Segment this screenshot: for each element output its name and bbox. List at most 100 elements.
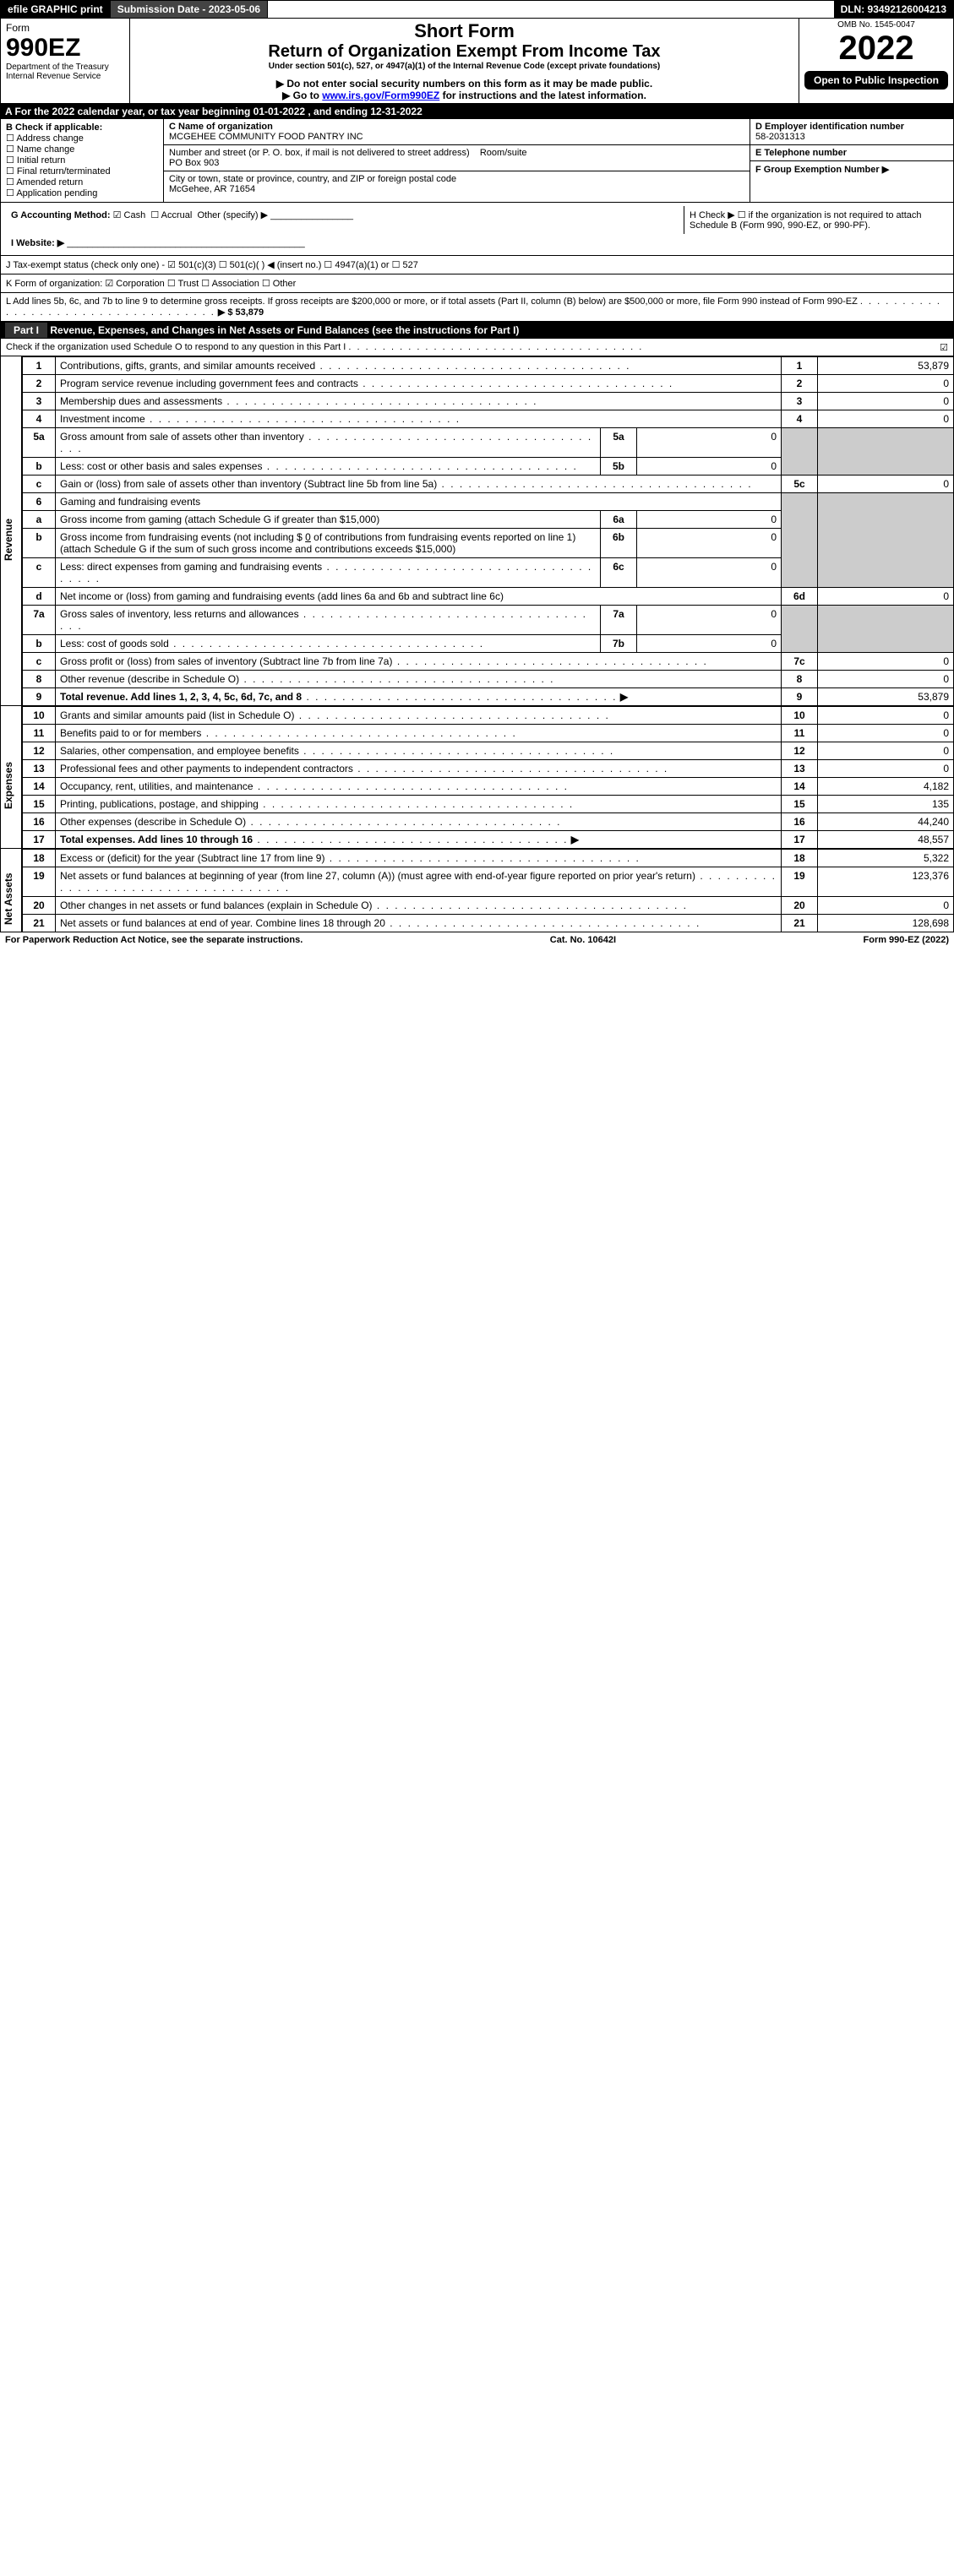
line-21: 21Net assets or fund balances at end of …: [23, 915, 954, 932]
footer-center: Cat. No. 10642I: [550, 935, 616, 945]
dept-treasury: Department of the Treasury: [6, 62, 124, 72]
f-label: F Group Exemption Number ▶: [755, 165, 889, 175]
line-14: 14Occupancy, rent, utilities, and mainte…: [23, 778, 954, 796]
line-19: 19Net assets or fund balances at beginni…: [23, 867, 954, 897]
page-footer: For Paperwork Reduction Act Notice, see …: [0, 932, 954, 948]
g-label: G Accounting Method:: [11, 210, 111, 220]
return-title: Return of Organization Exempt From Incom…: [135, 42, 793, 62]
expenses-table: 10Grants and similar amounts paid (list …: [22, 706, 954, 849]
line-7c: c Gross profit or (loss) from sales of i…: [23, 653, 954, 671]
main-info: B Check if applicable: Address change Na…: [0, 119, 954, 203]
i-website-row: I Website: ▶ ___________________________…: [6, 234, 948, 252]
g-accounting: G Accounting Method: Cash Accrual Other …: [6, 206, 684, 234]
part1-check-note: Check if the organization used Schedule …: [0, 339, 954, 356]
submission-date: Submission Date - 2023-05-06: [111, 1, 268, 18]
irs-label: Internal Revenue Service: [6, 72, 124, 81]
org-name: MCGEHEE COMMUNITY FOOD PANTRY INC: [169, 132, 363, 142]
line-11: 11Benefits paid to or for members110: [23, 725, 954, 742]
part1-title: Revenue, Expenses, and Changes in Net As…: [50, 324, 519, 336]
goto-pre: ▶ Go to: [282, 90, 322, 101]
column-b: B Check if applicable: Address change Na…: [1, 119, 164, 202]
column-c: C Name of organization MCGEHEE COMMUNITY…: [164, 119, 750, 202]
d-label: D Employer identification number: [755, 122, 904, 132]
header-left: Form 990EZ Department of the Treasury In…: [1, 19, 130, 103]
e-label: E Telephone number: [755, 148, 847, 158]
ein-cell: D Employer identification number 58-2031…: [750, 119, 953, 145]
group-exemption-cell: F Group Exemption Number ▶: [750, 161, 953, 177]
expenses-vert-label: Expenses: [0, 706, 22, 849]
efile-print-button[interactable]: efile GRAPHIC print: [1, 1, 111, 18]
phone-cell: E Telephone number: [750, 145, 953, 161]
street-cell: Number and street (or P. O. box, if mail…: [164, 145, 750, 171]
revenue-section: Revenue 1 Contributions, gifts, grants, …: [0, 356, 954, 706]
line-20: 20Other changes in net assets or fund ba…: [23, 897, 954, 915]
line-4: 4 Investment income 4 0: [23, 410, 954, 428]
netassets-table: 18Excess or (deficit) for the year (Subt…: [22, 849, 954, 932]
i-label: I Website: ▶: [11, 238, 64, 248]
g-accrual[interactable]: Accrual: [150, 210, 192, 220]
line-17: 17Total expenses. Add lines 10 through 1…: [23, 831, 954, 849]
k-form-org: K Form of organization: ☑ Corporation ☐ …: [0, 274, 954, 293]
open-to-public: Open to Public Inspection: [804, 71, 948, 90]
part1-header: Part I Revenue, Expenses, and Changes in…: [0, 322, 954, 339]
g-other: Other (specify) ▶: [197, 210, 268, 220]
part1-label: Part I: [5, 323, 47, 338]
room-label: Room/suite: [480, 148, 527, 158]
city-label: City or town, state or province, country…: [169, 174, 456, 184]
ssn-warning: ▶ Do not enter social security numbers o…: [135, 78, 793, 90]
line-8: 8 Other revenue (describe in Schedule O)…: [23, 671, 954, 688]
chk-initial-return[interactable]: Initial return: [6, 155, 158, 166]
form-header: Form 990EZ Department of the Treasury In…: [0, 19, 954, 104]
subtitle: Under section 501(c), 527, or 4947(a)(1)…: [135, 62, 793, 71]
part1-note-text: Check if the organization used Schedule …: [6, 342, 346, 352]
chk-name-change[interactable]: Name change: [6, 144, 158, 155]
h-schedule-b: H Check ▶ ☐ if the organization is not r…: [684, 206, 948, 234]
addr-label: Number and street (or P. O. box, if mail…: [169, 148, 470, 158]
org-name-cell: C Name of organization MCGEHEE COMMUNITY…: [164, 119, 750, 145]
c-label: C Name of organization: [169, 122, 273, 132]
dln-label: DLN: 93492126004213: [834, 1, 953, 18]
short-form-title: Short Form: [135, 20, 793, 42]
ein-val: 58-2031313: [755, 132, 805, 142]
line-2: 2 Program service revenue including gove…: [23, 375, 954, 393]
line-6d: d Net income or (loss) from gaming and f…: [23, 588, 954, 606]
l-value: ▶ $ 53,879: [218, 307, 264, 318]
goto-line: ▶ Go to www.irs.gov/Form990EZ for instru…: [135, 90, 793, 101]
line-12: 12Salaries, other compensation, and empl…: [23, 742, 954, 760]
line-10: 10Grants and similar amounts paid (list …: [23, 707, 954, 725]
topbar-spacer: [268, 1, 833, 18]
form-label: Form: [6, 22, 124, 34]
column-de: D Employer identification number 58-2031…: [750, 119, 953, 202]
line-3: 3 Membership dues and assessments 3 0: [23, 393, 954, 410]
footer-left: For Paperwork Reduction Act Notice, see …: [5, 935, 303, 945]
line-5c: c Gain or (loss) from sale of assets oth…: [23, 476, 954, 493]
chk-amended-return[interactable]: Amended return: [6, 177, 158, 187]
line-16: 16Other expenses (describe in Schedule O…: [23, 813, 954, 831]
col-b-label: B Check if applicable:: [6, 122, 158, 133]
line-18: 18Excess or (deficit) for the year (Subt…: [23, 850, 954, 867]
chk-address-change[interactable]: Address change: [6, 133, 158, 144]
form-number: 990EZ: [6, 34, 124, 62]
line-6: 6 Gaming and fundraising events: [23, 493, 954, 511]
chk-application-pending[interactable]: Application pending: [6, 187, 158, 198]
goto-post: for instructions and the latest informat…: [439, 90, 646, 101]
l-text: L Add lines 5b, 6c, and 7b to line 9 to …: [6, 296, 858, 307]
l-gross-receipts: L Add lines 5b, 6c, and 7b to line 9 to …: [0, 293, 954, 322]
header-right: OMB No. 1545-0047 2022 Open to Public In…: [799, 19, 953, 103]
j-tax-exempt: J Tax-exempt status (check only one) - ☑…: [0, 256, 954, 274]
part1-check[interactable]: ☑: [940, 342, 948, 353]
city-cell: City or town, state or province, country…: [164, 171, 750, 197]
tax-year: 2022: [804, 30, 948, 68]
header-center: Short Form Return of Organization Exempt…: [130, 19, 799, 103]
top-bar: efile GRAPHIC print Submission Date - 20…: [0, 0, 954, 19]
line-1: 1 Contributions, gifts, grants, and simi…: [23, 357, 954, 375]
chk-final-return[interactable]: Final return/terminated: [6, 166, 158, 177]
revenue-table: 1 Contributions, gifts, grants, and simi…: [22, 356, 954, 706]
line-5a: 5a Gross amount from sale of assets othe…: [23, 428, 954, 458]
line-15: 15Printing, publications, postage, and s…: [23, 796, 954, 813]
g-cash[interactable]: Cash: [113, 210, 146, 220]
section-a-period: A For the 2022 calendar year, or tax yea…: [0, 104, 954, 119]
netassets-vert-label: Net Assets: [0, 849, 22, 932]
line-7a: 7a Gross sales of inventory, less return…: [23, 606, 954, 635]
irs-link[interactable]: www.irs.gov/Form990EZ: [322, 90, 439, 101]
